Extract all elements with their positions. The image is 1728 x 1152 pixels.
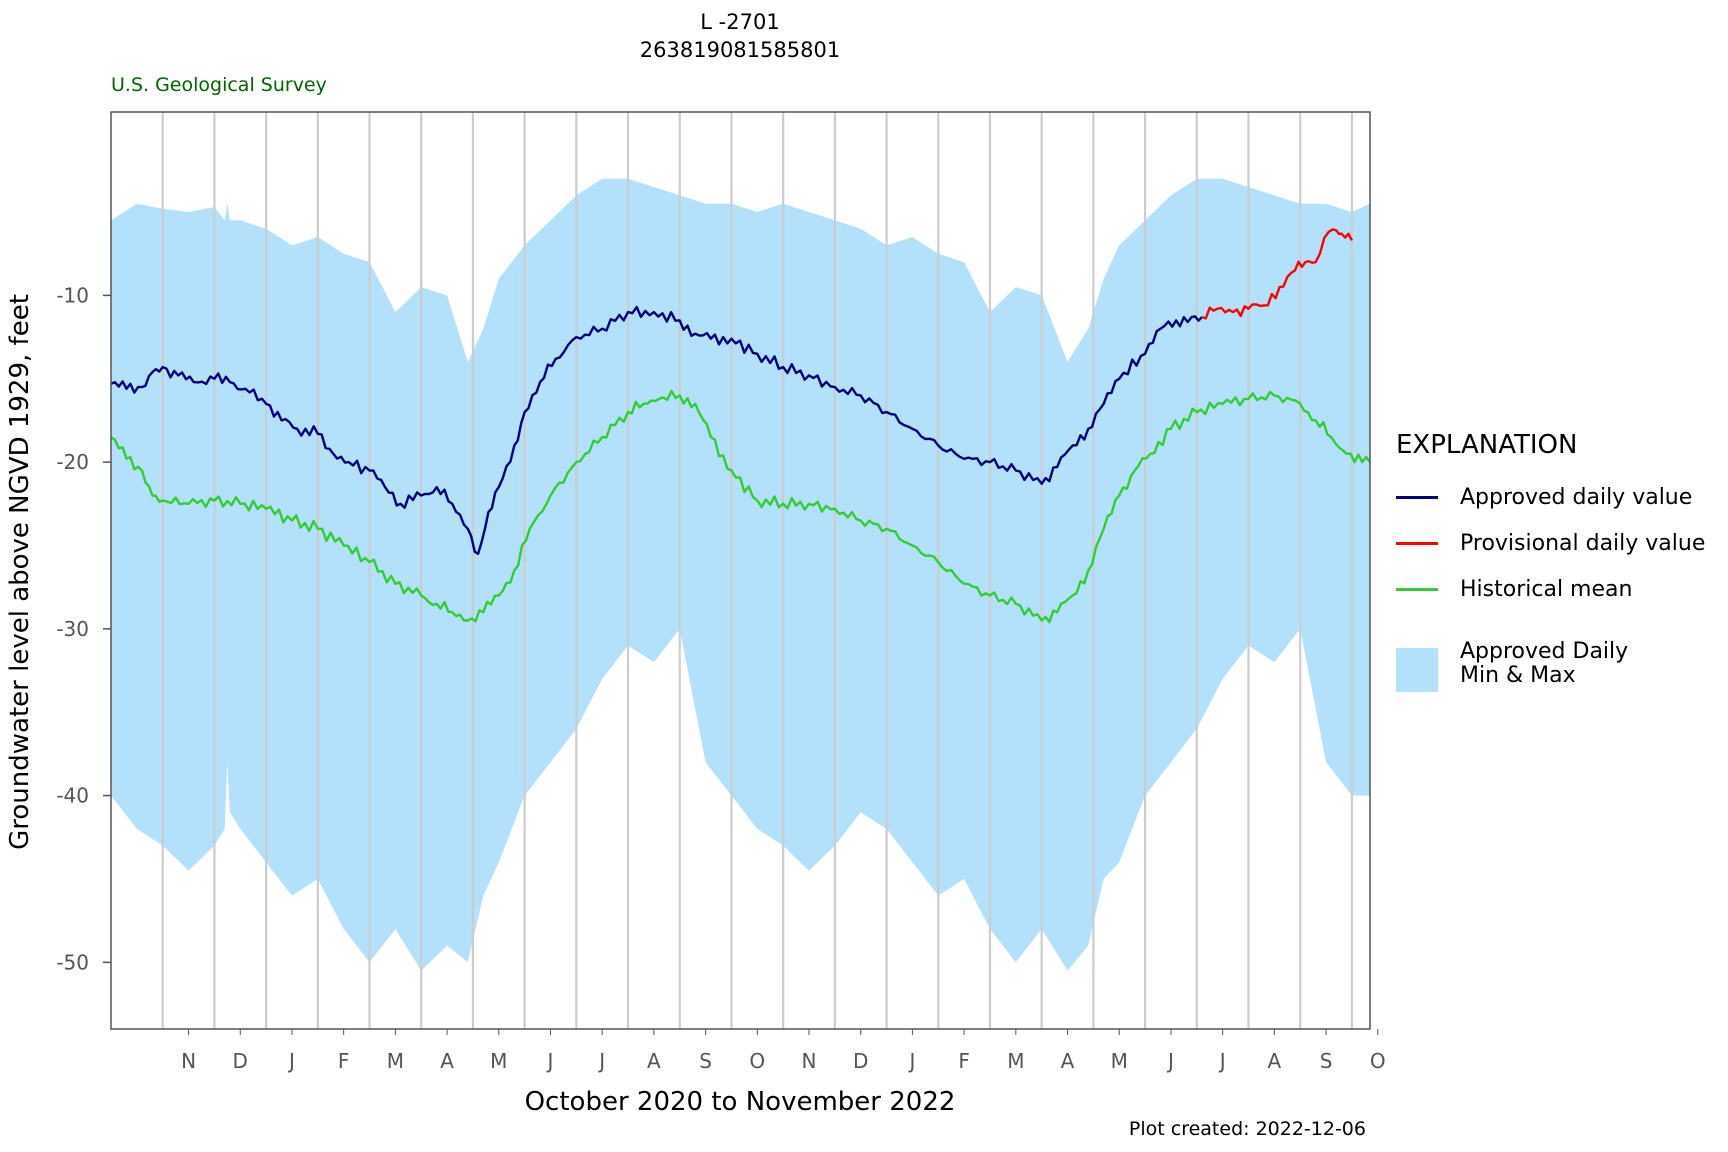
x-tick-label: A [1268, 1049, 1282, 1073]
x-tick-label: N [802, 1049, 817, 1073]
legend-item-minmax: Approved Daily Min & Max [1396, 640, 1705, 692]
x-tick-label: D [853, 1049, 868, 1073]
x-tick-label: M [1007, 1049, 1024, 1073]
chart-title-line2: 263819081585801 [639, 38, 841, 62]
plot-frame [110, 111, 1371, 1030]
x-tick-label: M [490, 1049, 507, 1073]
x-tick-label: O [1370, 1049, 1386, 1073]
mean-swatch [1396, 587, 1438, 591]
legend-label-minmax-line2: Min & Max [1460, 663, 1576, 688]
y-axis-label: Groundwater level above NGVD 1929, feet [5, 294, 35, 850]
x-tick-label: O [749, 1049, 765, 1073]
approved-line [110, 305, 1203, 555]
x-tick-label: F [958, 1049, 970, 1073]
y-tick-label: -10 [56, 283, 89, 307]
legend-item-provisional: Provisional daily value [1396, 520, 1705, 566]
x-tick-label: F [338, 1049, 350, 1073]
x-tick-label: J [907, 1049, 915, 1073]
x-tick-label: N [181, 1049, 196, 1073]
plot-created-label: Plot created: 2022-12-06 [1128, 1118, 1366, 1140]
x-tick-label: S [699, 1049, 712, 1073]
minmax-swatch [1396, 648, 1438, 692]
y-tick-label: -30 [56, 617, 89, 641]
series-lines [110, 228, 1371, 624]
x-tick-label: J [1166, 1049, 1174, 1073]
chart-title-line1: L -2701 [700, 10, 780, 34]
x-tick-label: J [287, 1049, 295, 1073]
mean-line [110, 389, 1371, 624]
legend-item-approved: Approved daily value [1396, 474, 1705, 520]
provisional-line [1201, 228, 1353, 320]
x-tick-label: J [597, 1049, 605, 1073]
y-tick-label: -40 [56, 784, 89, 808]
x-tick-label: A [440, 1049, 454, 1073]
x-tick-label: D [233, 1049, 248, 1073]
x-tick-label: A [647, 1049, 661, 1073]
x-tick-label: S [1320, 1049, 1333, 1073]
provisional-swatch [1396, 541, 1438, 545]
x-tick-label: J [1218, 1049, 1226, 1073]
minmax-band [111, 178, 1370, 971]
legend-title: EXPLANATION [1396, 430, 1578, 460]
legend-item-mean: Historical mean [1396, 566, 1705, 612]
legend-label-minmax-line1: Approved Daily [1460, 639, 1629, 664]
x-tick-label: M [1111, 1049, 1128, 1073]
x-tick-label: M [387, 1049, 404, 1073]
legend-label-approved: Approved daily value [1460, 484, 1693, 510]
y-axis-ticks: -10 -20 -30 -40 -50 [56, 283, 111, 974]
approved-swatch [1396, 495, 1438, 499]
y-tick-label: -50 [56, 950, 89, 974]
x-tick-label: A [1061, 1049, 1075, 1073]
y-tick-label: -20 [56, 450, 89, 474]
x-tick-label: J [546, 1049, 554, 1073]
legend-label-mean: Historical mean [1460, 576, 1633, 602]
legend: EXPLANATION Approved daily value Provisi… [1396, 430, 1705, 692]
agency-label: U.S. Geological Survey [111, 74, 327, 96]
minmax-band-layer [111, 178, 1370, 971]
legend-label-provisional: Provisional daily value [1460, 530, 1706, 556]
x-axis-label: October 2020 to November 2022 [525, 1087, 956, 1117]
month-gridlines [161, 112, 1354, 1029]
